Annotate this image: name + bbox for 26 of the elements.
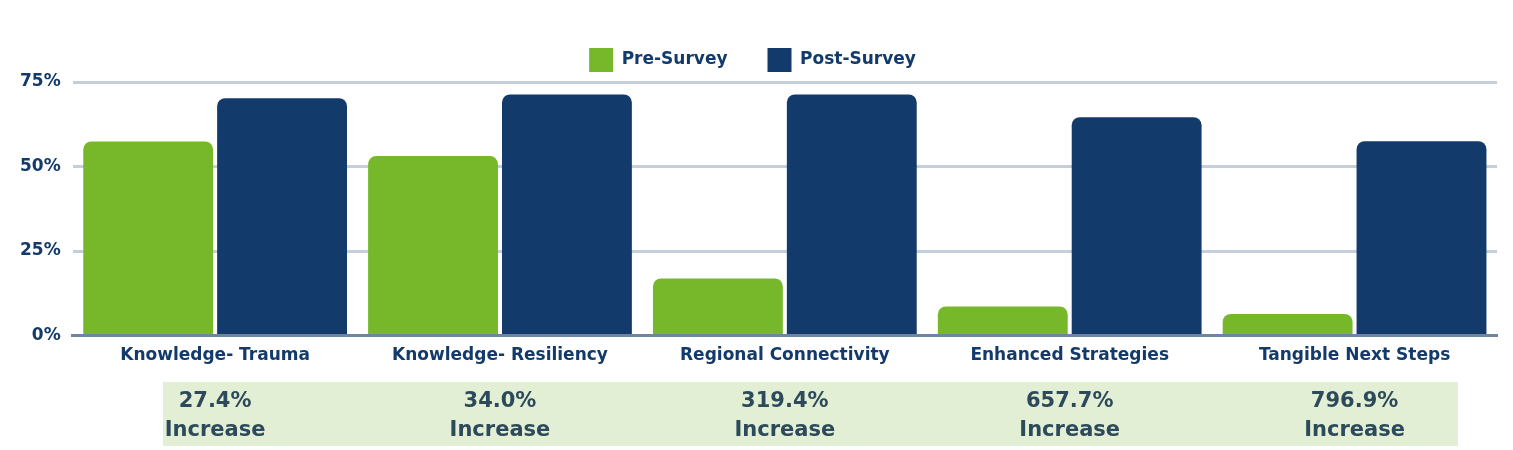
text: 34.0% Increase	[448, 387, 552, 443]
bar	[83, 141, 214, 335]
bar	[652, 278, 783, 335]
y-tick-label: 25%	[19, 239, 61, 260]
legend-label: Pre-Survey	[621, 48, 728, 69]
bar	[1356, 141, 1487, 335]
text: 796.9% Increase	[1303, 387, 1406, 443]
y-tick-label: 0%	[31, 324, 61, 345]
text: 27.4% Increase	[163, 387, 267, 443]
y-tick-label: 75%	[19, 70, 61, 91]
y-tick-label: 50%	[19, 154, 61, 175]
x-tick-label: Knowledge- Trauma	[120, 344, 310, 365]
x-tick-label: Enhanced Strategies	[970, 344, 1170, 365]
legend-label: Post-Survey	[799, 48, 916, 69]
bar	[786, 94, 917, 335]
bar	[501, 94, 632, 335]
bar	[937, 306, 1068, 335]
x-tick-label: Regional Connectivity	[680, 344, 890, 365]
text: 657.7% Increase	[1018, 387, 1122, 443]
bar	[1071, 117, 1202, 335]
x-tick-label: Knowledge- Resiliency	[392, 344, 608, 365]
text: 319.4% Increase	[733, 387, 837, 443]
x-tick-label: Tangible Next Steps	[1258, 344, 1451, 365]
bar	[368, 156, 498, 335]
bar	[1222, 313, 1353, 335]
bar	[217, 98, 347, 335]
